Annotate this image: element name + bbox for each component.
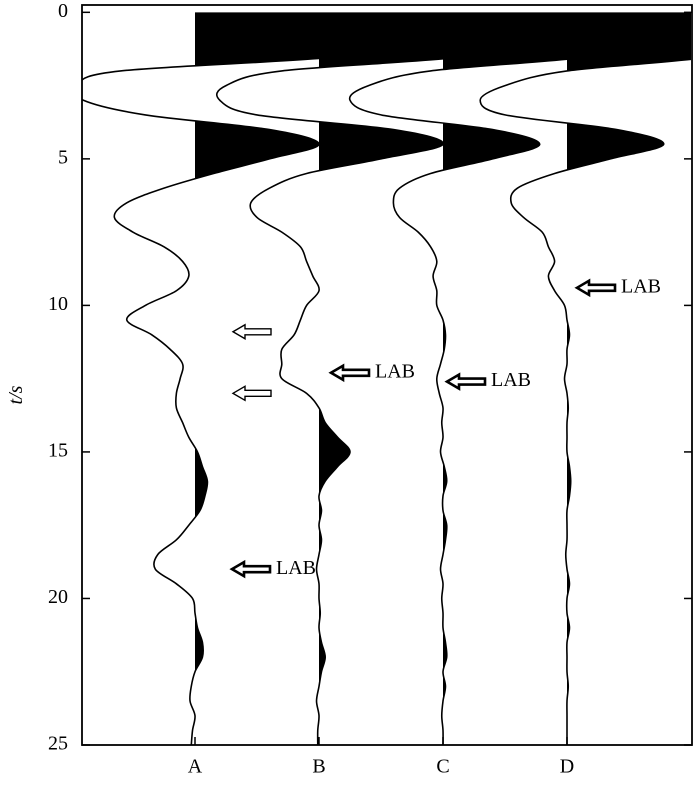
x-tick-label: B xyxy=(312,756,325,778)
y-tick-label: 20 xyxy=(48,586,68,608)
y-tick-label: 10 xyxy=(48,293,68,315)
annotation-label: LAB xyxy=(375,360,415,382)
x-tick-label: A xyxy=(188,756,203,778)
y-tick-label: 0 xyxy=(58,0,68,22)
x-tick-label: D xyxy=(560,756,574,778)
positive-fill xyxy=(319,12,443,745)
annotation-arrow xyxy=(231,323,272,340)
annotation-label: LAB xyxy=(621,275,661,297)
plot-frame xyxy=(81,4,693,746)
trace-line xyxy=(215,58,443,745)
trace-line xyxy=(479,58,691,745)
annotation-label: LAB xyxy=(276,557,316,579)
trace-line xyxy=(82,57,319,745)
annotation-arrow xyxy=(231,385,272,402)
annotation-arrow xyxy=(229,559,272,579)
y-tick-label: 15 xyxy=(48,440,68,462)
annotation-label: LAB xyxy=(491,369,531,391)
trace-line xyxy=(348,58,567,745)
positive-fill xyxy=(195,12,319,745)
y-axis-label: t/s xyxy=(5,385,27,404)
x-tick-label: C xyxy=(436,756,449,778)
y-tick-label: 5 xyxy=(58,146,68,168)
annotation-arrow xyxy=(328,363,371,383)
y-tick-label: 25 xyxy=(48,733,68,755)
annotation-arrow xyxy=(574,278,617,298)
annotation-arrow xyxy=(444,372,487,391)
